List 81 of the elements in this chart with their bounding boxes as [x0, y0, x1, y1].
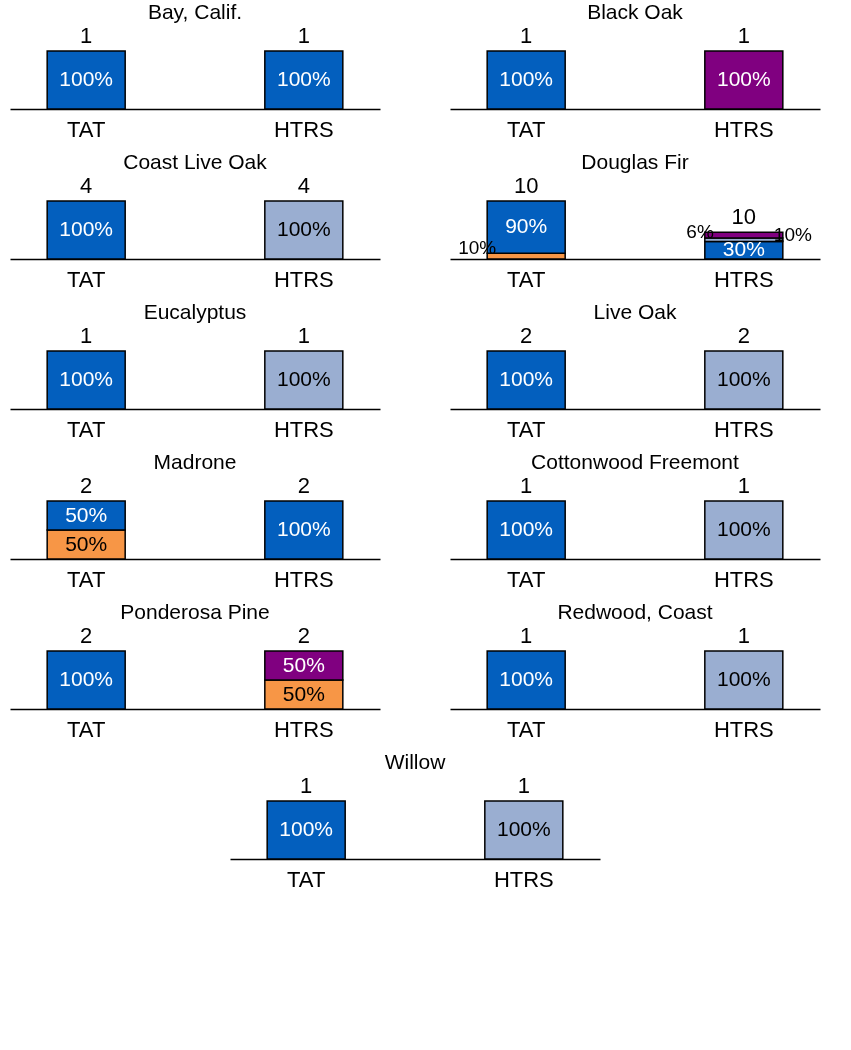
data-label: 100% — [59, 217, 114, 240]
x-tick-label: TAT — [287, 866, 326, 892]
chart-title: Bay, Calif. — [147, 0, 243, 23]
chart-title: Douglas Fir — [581, 150, 689, 173]
x-tick-label: TAT — [67, 566, 106, 592]
data-label: 100% — [276, 67, 331, 90]
chart-title: Black Oak — [587, 0, 684, 23]
chart-title: Live Oak — [593, 300, 677, 323]
data-label: 10% — [773, 224, 812, 246]
x-tick-label: HTRS — [273, 566, 334, 592]
x-tick-label: HTRS — [273, 416, 334, 442]
x-tick-label: TAT — [67, 416, 106, 442]
x-tick-label: TAT — [67, 116, 106, 142]
data-label: 100% — [59, 667, 114, 690]
data-label: 100% — [276, 217, 331, 240]
data-label: 50% — [65, 531, 108, 555]
annotation: 1 — [737, 623, 750, 648]
annotation: 2 — [737, 323, 750, 348]
data-label: 100% — [499, 67, 554, 90]
annotation: 10 — [731, 204, 757, 230]
annotation: 1 — [297, 323, 310, 348]
annotation: 2 — [297, 473, 310, 498]
data-label: 30% — [722, 237, 765, 261]
annotation: 1 — [737, 23, 750, 48]
data-label: 90% — [505, 214, 548, 238]
x-tick-label: HTRS — [713, 566, 774, 592]
annotation: 1 — [520, 473, 533, 498]
data-label: 100% — [716, 667, 771, 690]
chart-title: Cottonwood Freemont — [531, 450, 740, 473]
annotation: 4 — [297, 173, 310, 198]
chart-title: Madrone — [153, 450, 237, 473]
x-tick-label: TAT — [67, 266, 106, 292]
annotation: 1 — [80, 323, 93, 348]
data-label: 50% — [282, 652, 325, 676]
x-tick-label: TAT — [507, 716, 546, 742]
annotation: 1 — [300, 773, 313, 798]
x-tick-label: HTRS — [713, 266, 774, 292]
data-label: 50% — [65, 502, 108, 526]
chart-title: Ponderosa Pine — [120, 600, 270, 623]
chart-title: Coast Live Oak — [123, 150, 268, 173]
data-label: 100% — [716, 517, 771, 540]
data-label: 100% — [716, 367, 771, 390]
x-tick-label: HTRS — [713, 416, 774, 442]
data-label: 100% — [279, 817, 334, 840]
data-label: 100% — [496, 817, 551, 840]
annotation: 1 — [80, 23, 93, 48]
annotation: 4 — [80, 173, 93, 198]
x-tick-label: TAT — [507, 266, 546, 292]
data-label: 100% — [499, 367, 554, 390]
annotation: 10 — [513, 173, 539, 198]
annotation: 2 — [80, 623, 93, 648]
chart-title: Willow — [384, 750, 447, 773]
data-label: 50% — [282, 681, 325, 705]
annotation: 1 — [520, 623, 533, 648]
x-tick-label: HTRS — [273, 266, 334, 292]
annotation: 1 — [737, 473, 750, 498]
annotation: 1 — [517, 773, 530, 798]
data-label: 100% — [499, 517, 554, 540]
x-tick-label: TAT — [507, 116, 546, 142]
x-tick-label: HTRS — [713, 116, 774, 142]
x-tick-label: HTRS — [273, 116, 334, 142]
chart-title: Eucalyptus — [143, 300, 247, 323]
annotation: 2 — [520, 323, 533, 348]
x-tick-label: TAT — [67, 716, 106, 742]
annotation: 2 — [297, 623, 310, 648]
data-label: 100% — [499, 667, 554, 690]
x-tick-label: TAT — [507, 416, 546, 442]
annotation: 1 — [297, 23, 310, 48]
annotation: 2 — [80, 473, 93, 498]
x-tick-label: HTRS — [713, 716, 774, 742]
annotation: 1 — [520, 23, 533, 48]
data-label: 100% — [276, 367, 331, 390]
x-tick-label: HTRS — [273, 716, 334, 742]
data-label: 100% — [276, 517, 331, 540]
data-label: 100% — [59, 367, 114, 390]
x-tick-label: HTRS — [493, 866, 554, 892]
data-label: 6% — [686, 220, 714, 242]
x-tick-label: TAT — [507, 566, 546, 592]
chart-title: Redwood, Coast — [557, 600, 713, 623]
data-label: 100% — [716, 67, 771, 90]
data-label: 100% — [59, 67, 114, 90]
